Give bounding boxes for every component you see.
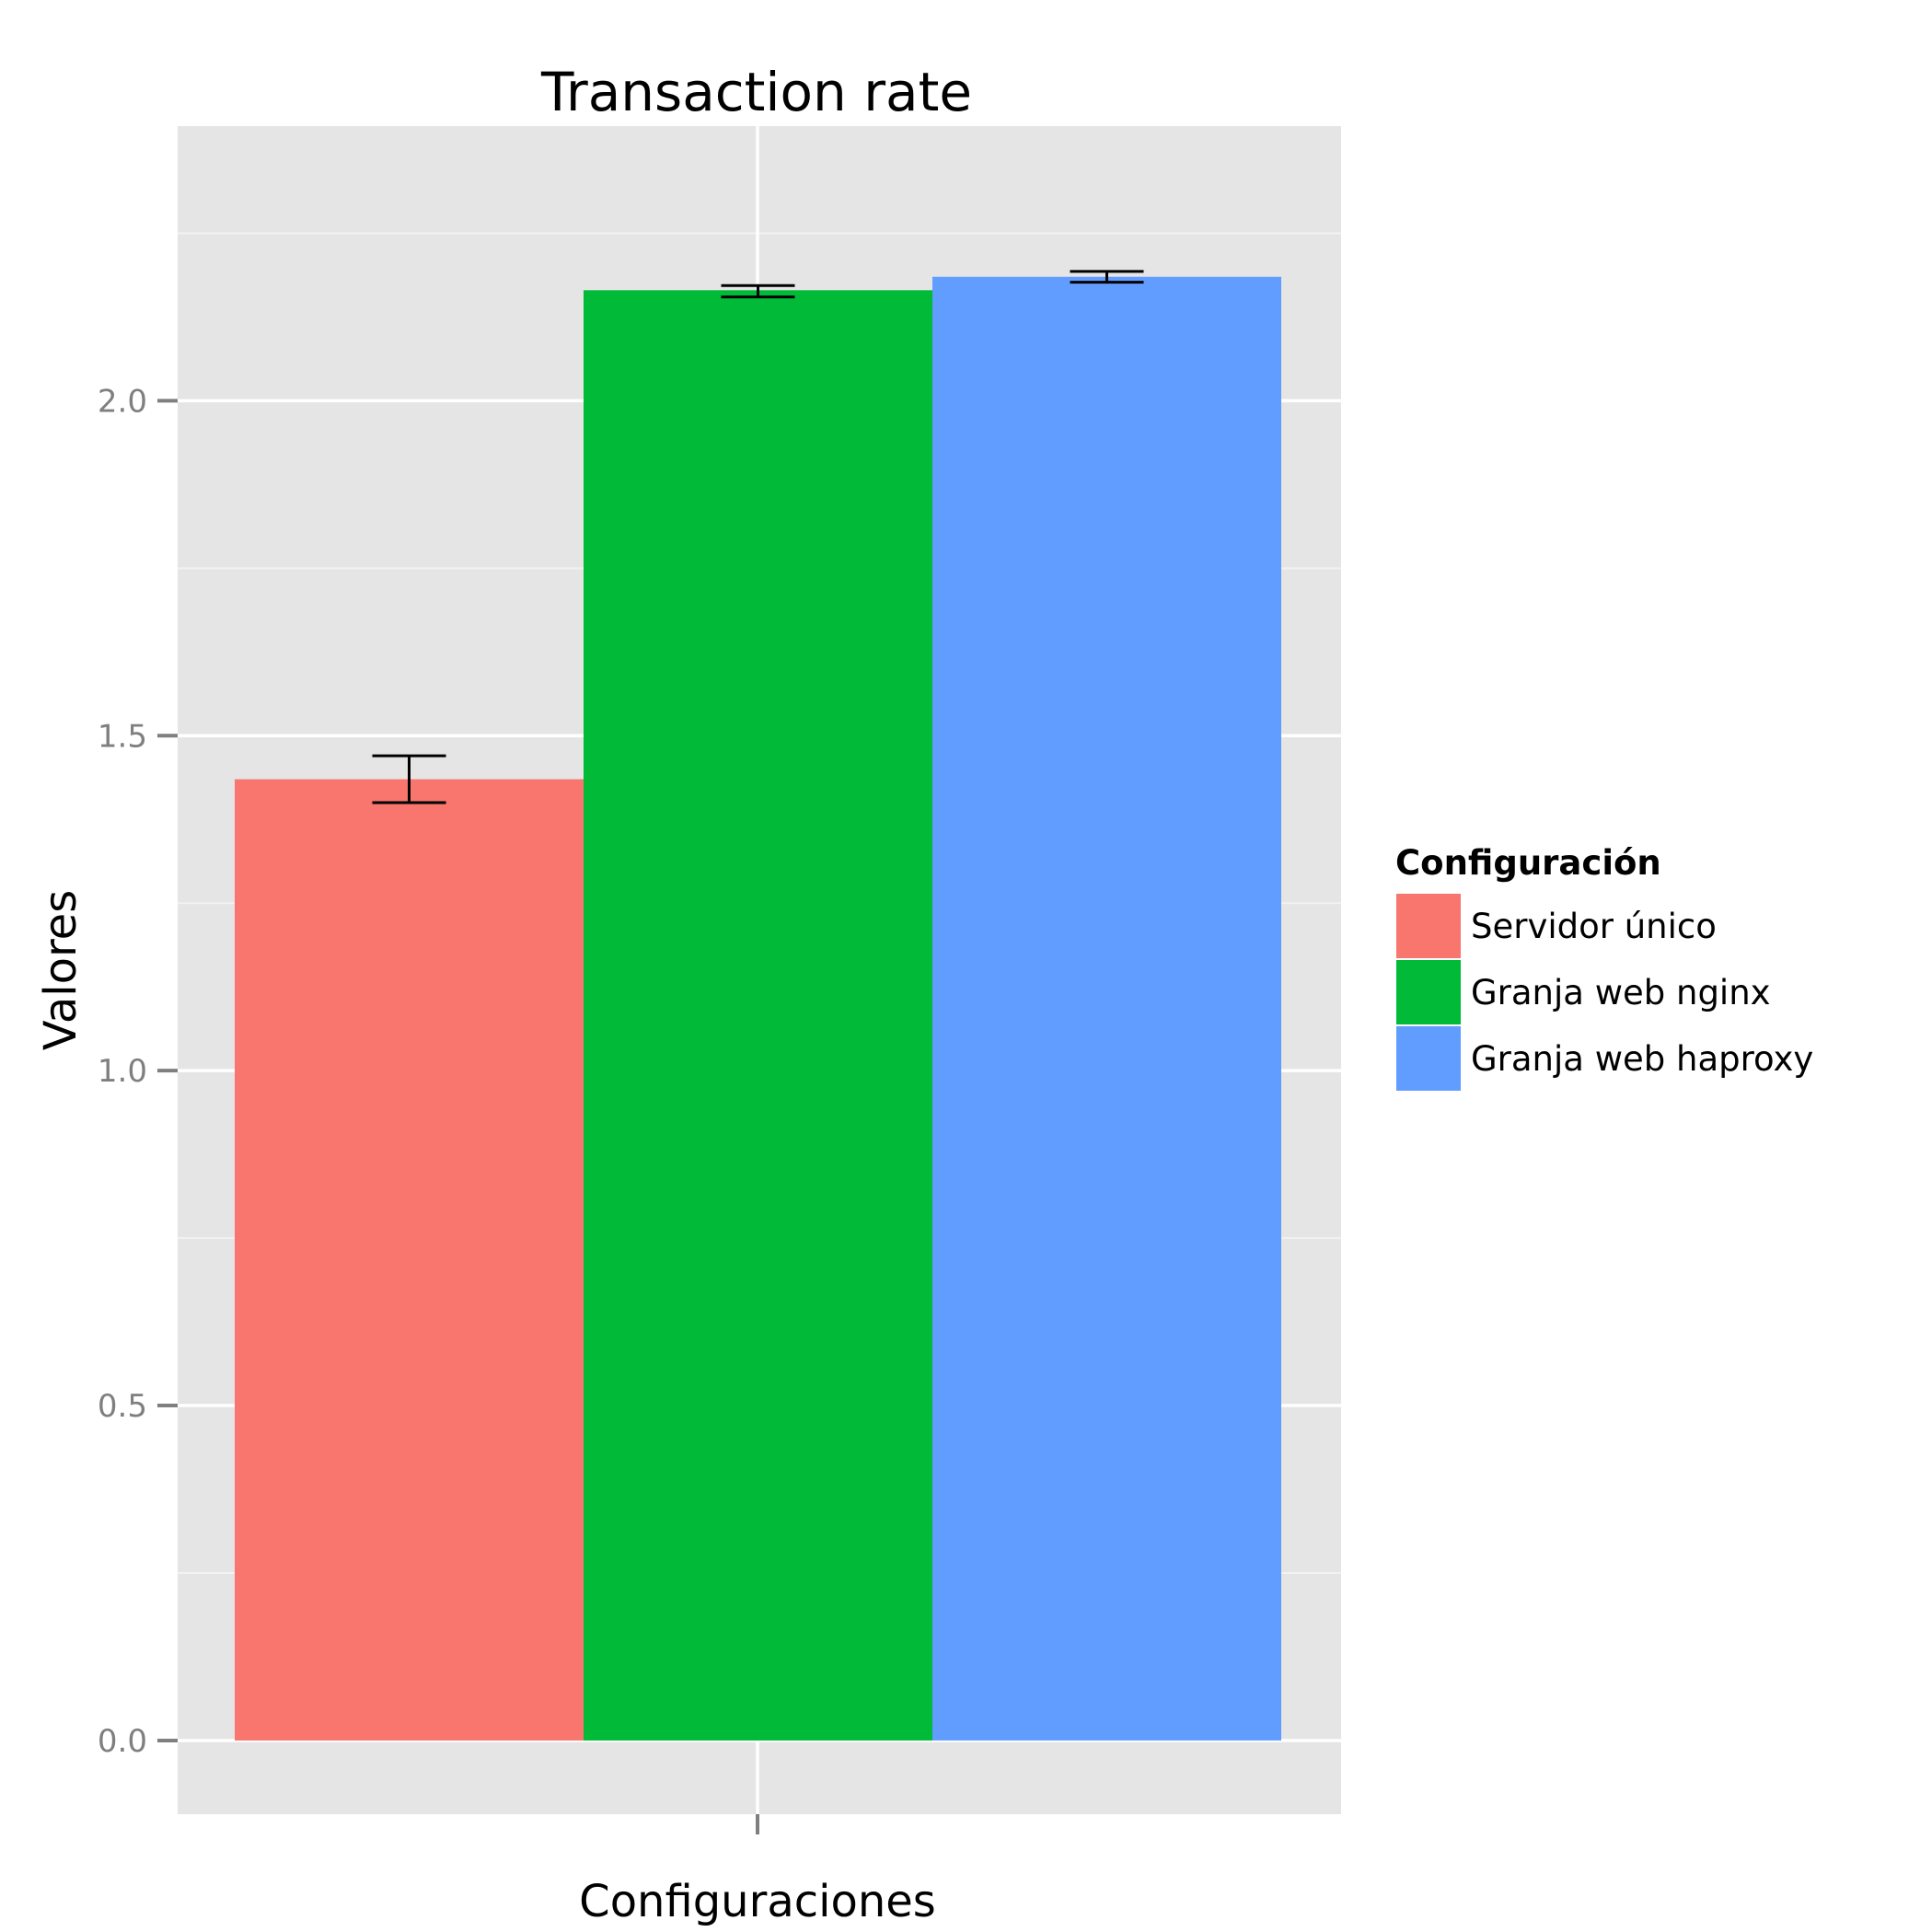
bars: [235, 276, 1281, 1741]
legend-label-1: Servidor único: [1471, 907, 1717, 946]
y-tick-label: 1.0: [98, 1053, 147, 1090]
legend-title: Configuración: [1395, 843, 1661, 883]
legend-label-3: Granja web haproxy: [1471, 1039, 1813, 1079]
legend: Configuración Servidor único Granja web n…: [1394, 843, 1813, 1093]
error-bar-1: [372, 754, 446, 804]
legend-key-3: [1394, 1024, 1463, 1093]
y-tick-label: 1.5: [98, 718, 147, 755]
error-bars: [372, 270, 1144, 804]
error-bar-2: [721, 283, 795, 299]
legend-key-2: [1394, 958, 1463, 1026]
bar-2: [584, 290, 932, 1741]
error-bar-3: [1070, 270, 1144, 284]
y-tick-label: 0.5: [98, 1388, 147, 1425]
chart-title: Transaction rate: [540, 61, 972, 123]
y-tick-label: 0.0: [98, 1723, 147, 1760]
x-axis-title: Configuraciones: [579, 1876, 936, 1927]
y-axis-title: Valores: [35, 890, 87, 1050]
legend-label-2: Granja web nginx: [1471, 973, 1771, 1012]
y-axis: 0.0 0.5 1.0 1.5 2.0: [98, 383, 178, 1760]
legend-key-1: [1394, 892, 1463, 960]
bar-3: [932, 276, 1281, 1741]
y-tick-label: 2.0: [98, 383, 147, 420]
bar-1: [235, 779, 584, 1741]
